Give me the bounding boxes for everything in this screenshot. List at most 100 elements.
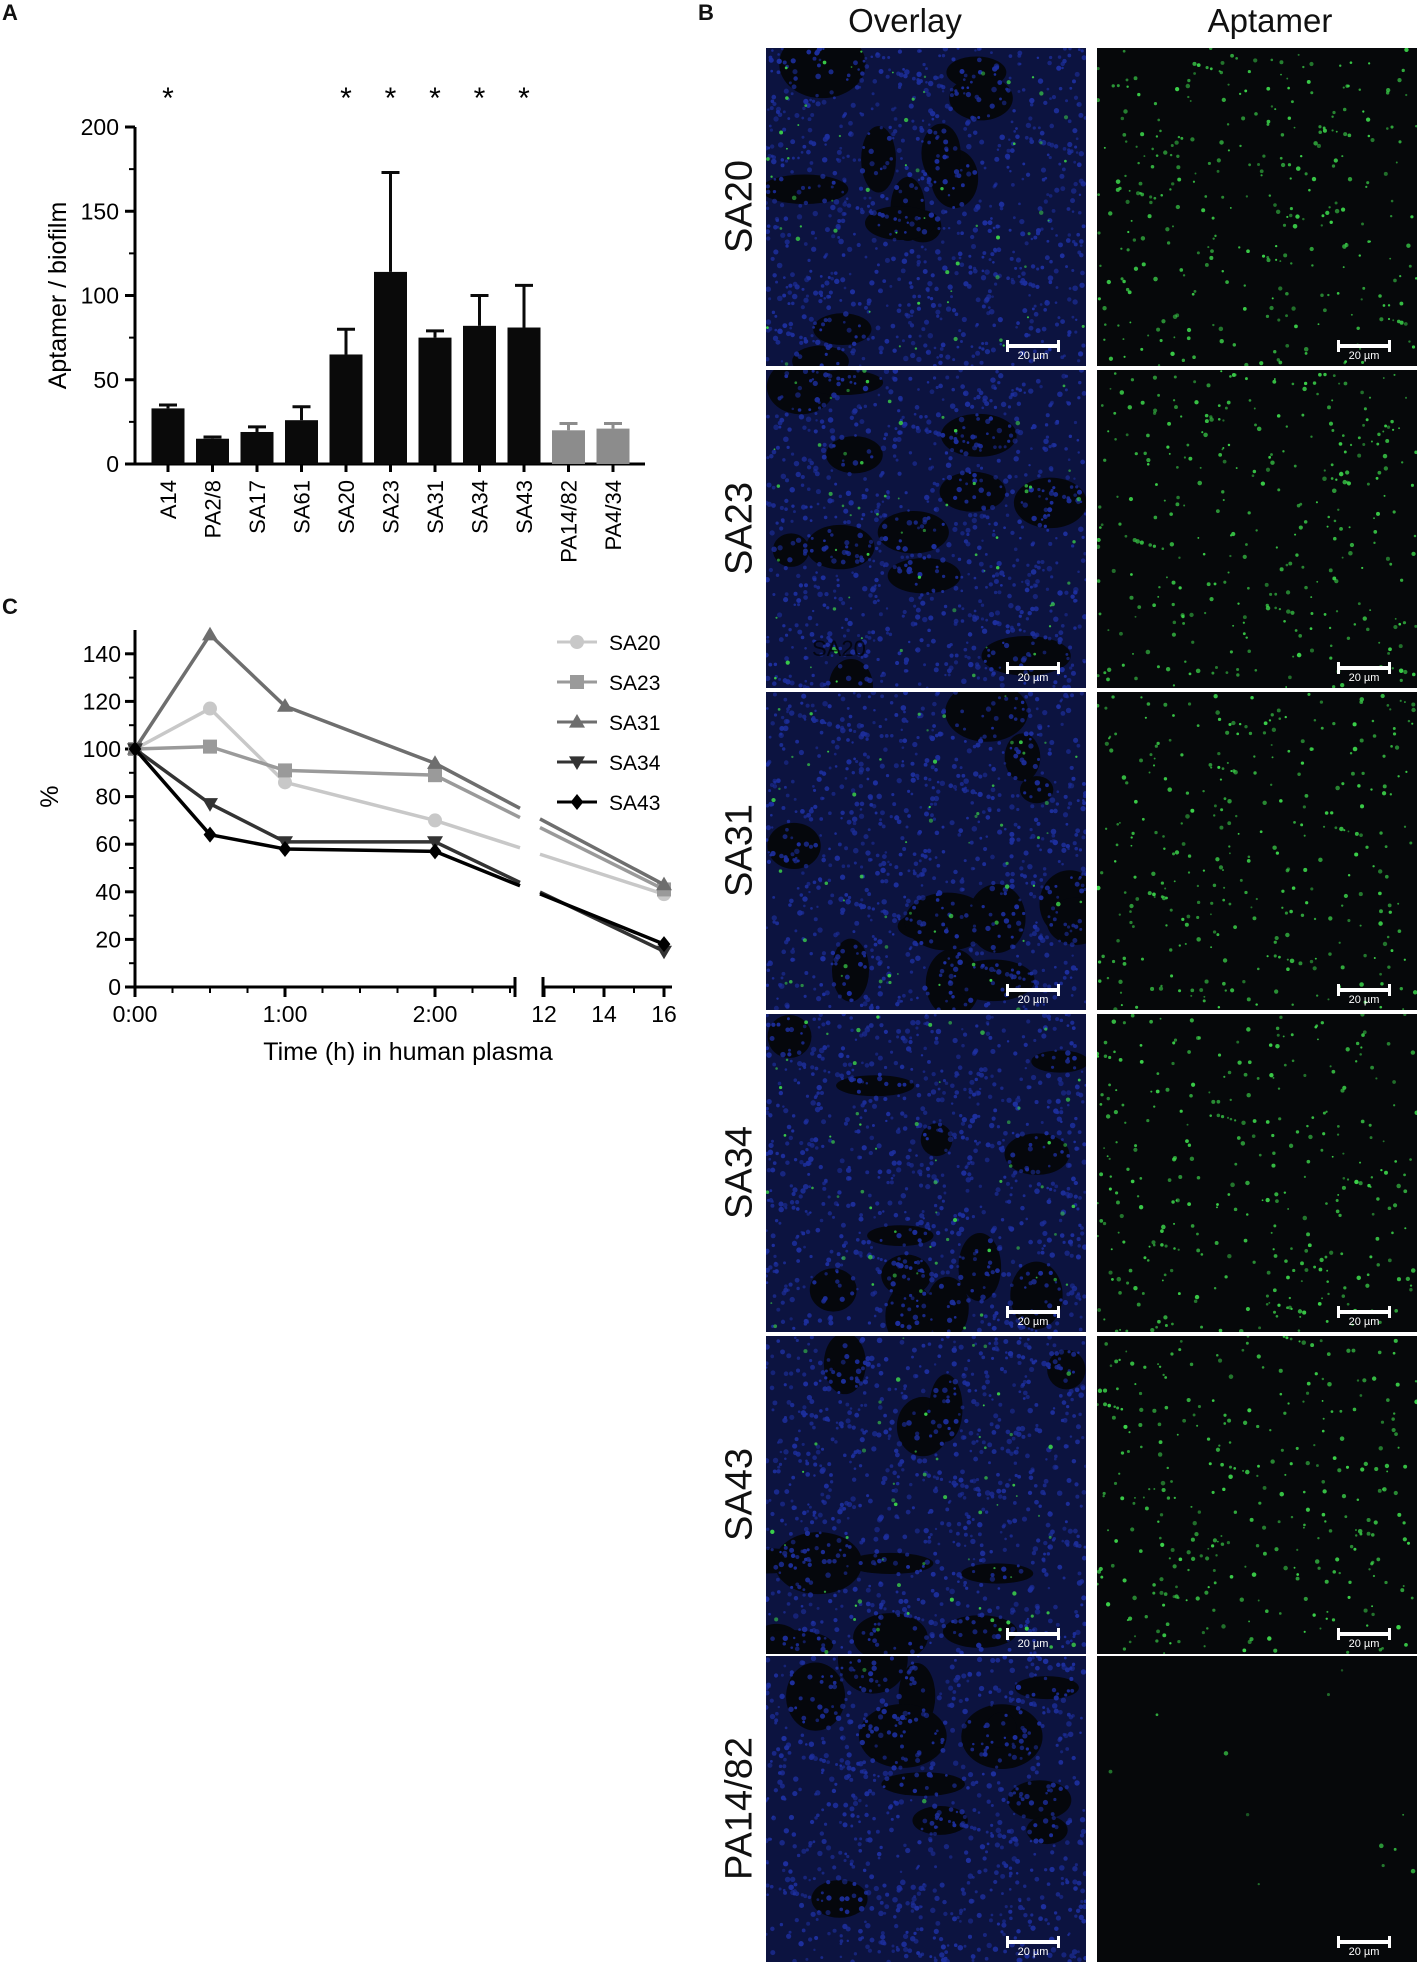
row-label: SA31 xyxy=(719,691,762,1011)
significance-star: * xyxy=(474,82,486,115)
scale-bar-label: 20 µm xyxy=(1334,1638,1394,1650)
x-tick-label: PA4/34 xyxy=(601,480,626,551)
data-point xyxy=(202,627,218,641)
column-header-overlay: Overlay xyxy=(745,2,1065,40)
scale-bar-label: 20 µm xyxy=(1334,350,1394,362)
scale-bar-label: 20 µm xyxy=(1003,1316,1063,1328)
y-tick-label: 60 xyxy=(95,831,121,857)
bar xyxy=(463,326,496,464)
bar xyxy=(285,420,318,464)
data-point xyxy=(570,675,584,689)
legend-label: SA31 xyxy=(609,712,660,735)
x-tick-label: SA23 xyxy=(379,480,404,534)
significance-star: * xyxy=(162,82,174,115)
x-tick-label: SA31 xyxy=(423,480,448,534)
scale-bar-label: 20 µm xyxy=(1003,1946,1063,1958)
scale-bar xyxy=(1006,666,1060,670)
data-point xyxy=(428,813,442,827)
column-header-aptamer: Aptamer xyxy=(1110,2,1417,40)
y-tick-label: 120 xyxy=(83,688,121,714)
data-point xyxy=(571,794,584,810)
data-point xyxy=(203,740,217,754)
bar xyxy=(330,354,363,464)
x-tick-label: 0:00 xyxy=(113,1001,158,1027)
x-tick-label: SA43 xyxy=(512,480,537,534)
y-tick-label: 50 xyxy=(93,367,119,393)
scale-bar-label: 20 µm xyxy=(1003,672,1063,684)
legend-label: SA20 xyxy=(609,632,660,655)
aptamer-image: 20 µm xyxy=(1097,48,1417,366)
scale-bar-label: 20 µm xyxy=(1003,1638,1063,1650)
bar xyxy=(508,328,541,464)
bar xyxy=(597,429,630,464)
x-tick-label: SA34 xyxy=(468,480,493,534)
micrograph-texture xyxy=(766,1014,1086,1332)
x-tick-label: 2:00 xyxy=(413,1001,458,1027)
y-axis-label: % xyxy=(36,785,64,807)
micrograph-texture xyxy=(766,1656,1086,1962)
x-tick-label: A14 xyxy=(156,480,181,519)
scale-bar xyxy=(1337,1310,1391,1314)
y-tick-label: 100 xyxy=(83,736,121,762)
overlay-inset-label: SA20 xyxy=(812,636,866,662)
y-tick-label: 0 xyxy=(106,451,119,477)
row-label: PA14/82 xyxy=(719,1649,762,1969)
bar xyxy=(552,430,585,464)
x-tick-label: SA61 xyxy=(290,480,315,534)
legend-label: SA34 xyxy=(609,752,661,775)
x-axis-label: Time (h) in human plasma xyxy=(263,1038,553,1066)
scale-bar xyxy=(1337,1940,1391,1944)
overlay-image: 20 µm xyxy=(766,1014,1086,1332)
scale-bar xyxy=(1006,1632,1060,1636)
series-line xyxy=(135,635,664,885)
bar xyxy=(374,272,407,464)
significance-star: * xyxy=(385,82,397,115)
aptamer-image: 20 µm xyxy=(1097,1656,1417,1962)
data-point xyxy=(278,763,292,777)
scale-bar-label: 20 µm xyxy=(1003,994,1063,1006)
scale-bar-label: 20 µm xyxy=(1334,994,1394,1006)
x-tick-label: 16 xyxy=(651,1001,677,1027)
x-tick-label: 14 xyxy=(591,1001,617,1027)
x-tick-label: PA2/8 xyxy=(201,480,226,538)
y-tick-label: 20 xyxy=(95,926,121,952)
micrograph-texture xyxy=(1097,370,1417,688)
micrograph-texture xyxy=(766,48,1086,366)
y-tick-label: 140 xyxy=(83,641,121,667)
scale-bar xyxy=(1006,1940,1060,1944)
aptamer-image: 20 µm xyxy=(1097,370,1417,688)
data-point xyxy=(570,635,584,649)
scale-bar-label: 20 µm xyxy=(1334,672,1394,684)
micrograph-texture xyxy=(1097,692,1417,1010)
scale-bar-label: 20 µm xyxy=(1003,350,1063,362)
overlay-image: 20 µm SA20 xyxy=(766,370,1086,688)
y-tick-label: 80 xyxy=(95,784,121,810)
x-tick-label: 12 xyxy=(531,1001,557,1027)
scale-bar-label: 20 µm xyxy=(1334,1316,1394,1328)
significance-star: * xyxy=(429,82,441,115)
panel-letter-b: B xyxy=(698,0,714,26)
x-tick-label: SA20 xyxy=(334,480,359,534)
overlay-image: 20 µm xyxy=(766,1656,1086,1962)
scale-bar-label: 20 µm xyxy=(1334,1946,1394,1958)
x-tick-label: 1:00 xyxy=(263,1001,308,1027)
micrograph-texture xyxy=(1097,1336,1417,1654)
scale-bar xyxy=(1006,988,1060,992)
scale-bar xyxy=(1006,344,1060,348)
overlay-image: 20 µm xyxy=(766,48,1086,366)
x-tick-label: SA17 xyxy=(245,480,270,534)
y-axis-label: Aptamer / biofilm xyxy=(44,202,72,390)
y-tick-label: 40 xyxy=(95,879,121,905)
micrograph-texture xyxy=(1097,1014,1417,1332)
row-label: SA43 xyxy=(719,1335,762,1655)
bar xyxy=(419,338,452,464)
x-tick-label: PA14/82 xyxy=(557,480,582,563)
aptamer-image: 20 µm xyxy=(1097,692,1417,1010)
legend-label: SA43 xyxy=(609,792,660,815)
y-tick-label: 200 xyxy=(81,114,119,140)
aptamer-image: 20 µm xyxy=(1097,1336,1417,1654)
overlay-image: 20 µm xyxy=(766,692,1086,1010)
